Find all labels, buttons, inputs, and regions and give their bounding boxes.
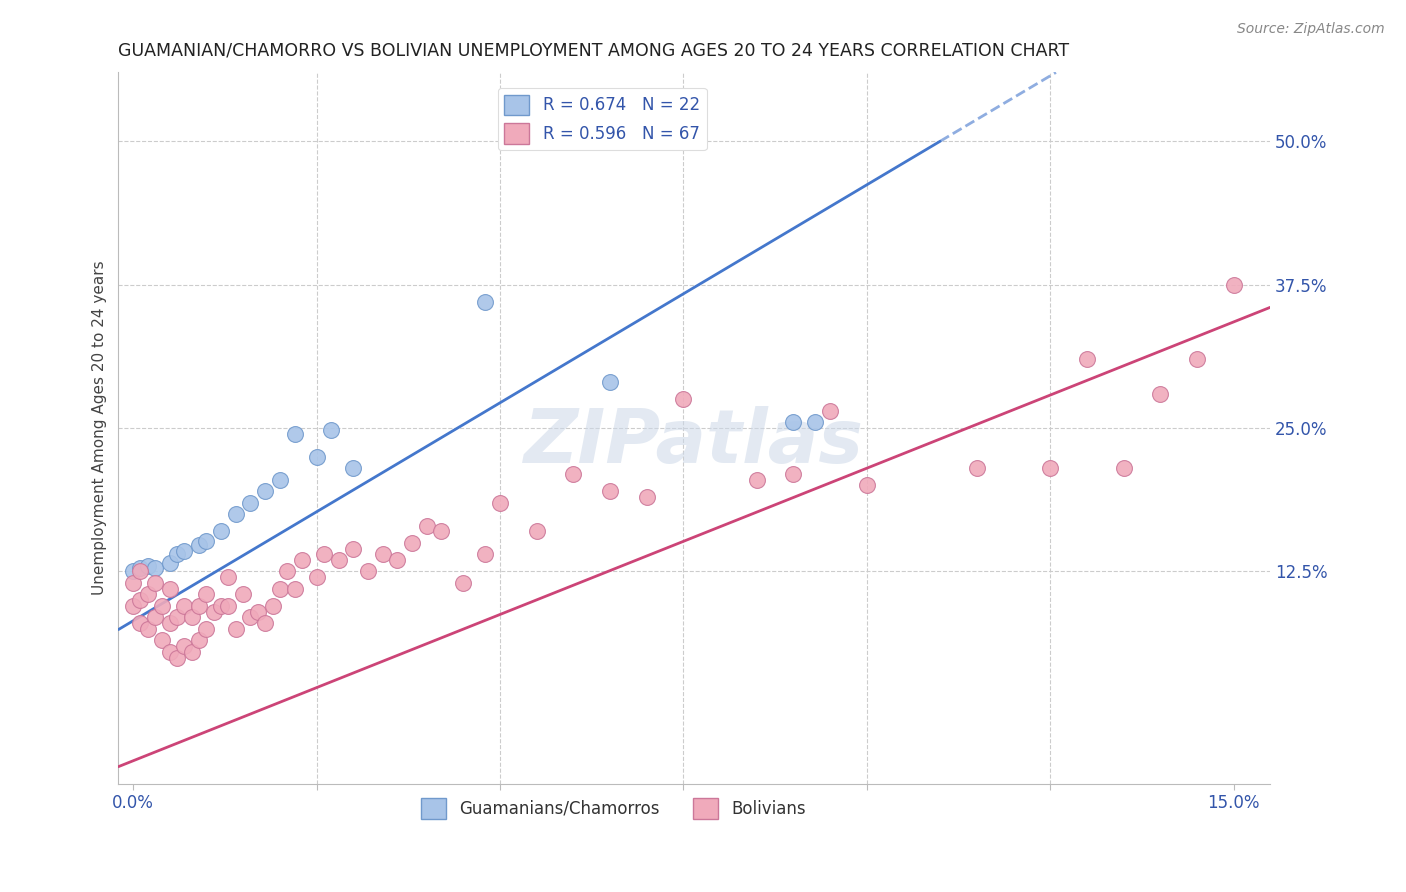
Point [239,496,262,510]
Point [159,582,181,596]
Point [173,639,195,653]
Point [209,524,232,539]
Point [804,415,827,429]
Point [239,610,262,624]
Point [225,507,247,521]
Point [451,576,474,591]
Point [209,599,232,613]
Point [599,484,621,499]
Point [143,561,166,575]
Point [305,570,328,584]
Point [526,524,548,539]
Point [262,599,284,613]
Legend: Guamanians/Chamorros, Bolivians: Guamanians/Chamorros, Bolivians [415,791,813,825]
Point [818,404,841,418]
Y-axis label: Unemployment Among Ages 20 to 24 years: Unemployment Among Ages 20 to 24 years [93,260,107,595]
Point [342,541,364,556]
Point [401,536,423,550]
Point [855,478,877,492]
Point [188,538,211,552]
Point [188,633,211,648]
Point [474,547,496,561]
Point [166,610,188,624]
Point [599,375,621,389]
Point [129,561,152,575]
Point [202,605,225,619]
Point [269,473,291,487]
Point [195,533,218,548]
Text: GUAMANIAN/CHAMORRO VS BOLIVIAN UNEMPLOYMENT AMONG AGES 20 TO 24 YEARS CORRELATIO: GUAMANIAN/CHAMORRO VS BOLIVIAN UNEMPLOYM… [118,42,1070,60]
Text: ZIPatlas: ZIPatlas [524,406,865,479]
Point [159,557,181,571]
Point [195,622,218,636]
Point [312,547,335,561]
Point [562,467,585,481]
Point [328,553,350,567]
Point [180,645,202,659]
Point [321,423,343,437]
Point [122,576,145,591]
Point [159,616,181,631]
Point [254,484,277,499]
Point [291,553,314,567]
Point [159,645,181,659]
Point [276,565,298,579]
Point [415,518,437,533]
Point [305,450,328,464]
Point [232,587,254,601]
Point [129,593,152,607]
Point [136,587,159,601]
Point [1112,461,1135,475]
Point [122,565,145,579]
Point [152,633,174,648]
Point [672,392,695,407]
Point [745,473,768,487]
Point [143,576,166,591]
Point [166,650,188,665]
Point [152,599,174,613]
Point [188,599,211,613]
Point [129,565,152,579]
Point [357,565,380,579]
Point [218,570,240,584]
Point [489,496,512,510]
Point [966,461,988,475]
Point [1076,352,1098,367]
Point [283,426,305,441]
Point [166,547,188,561]
Point [1039,461,1062,475]
Point [173,544,195,558]
Point [136,622,159,636]
Point [782,467,804,481]
Point [122,599,145,613]
Point [636,490,658,504]
Point [1149,386,1171,401]
Point [246,605,269,619]
Point [1185,352,1208,367]
Point [195,587,218,601]
Point [136,558,159,573]
Point [1222,277,1244,292]
Point [269,582,291,596]
Point [371,547,394,561]
Point [387,553,409,567]
Point [225,622,247,636]
Point [342,461,364,475]
Text: Source: ZipAtlas.com: Source: ZipAtlas.com [1237,22,1385,37]
Point [254,616,277,631]
Point [430,524,453,539]
Point [283,582,305,596]
Point [180,610,202,624]
Point [218,599,240,613]
Point [782,415,804,429]
Point [173,599,195,613]
Point [143,610,166,624]
Point [474,294,496,309]
Point [129,616,152,631]
